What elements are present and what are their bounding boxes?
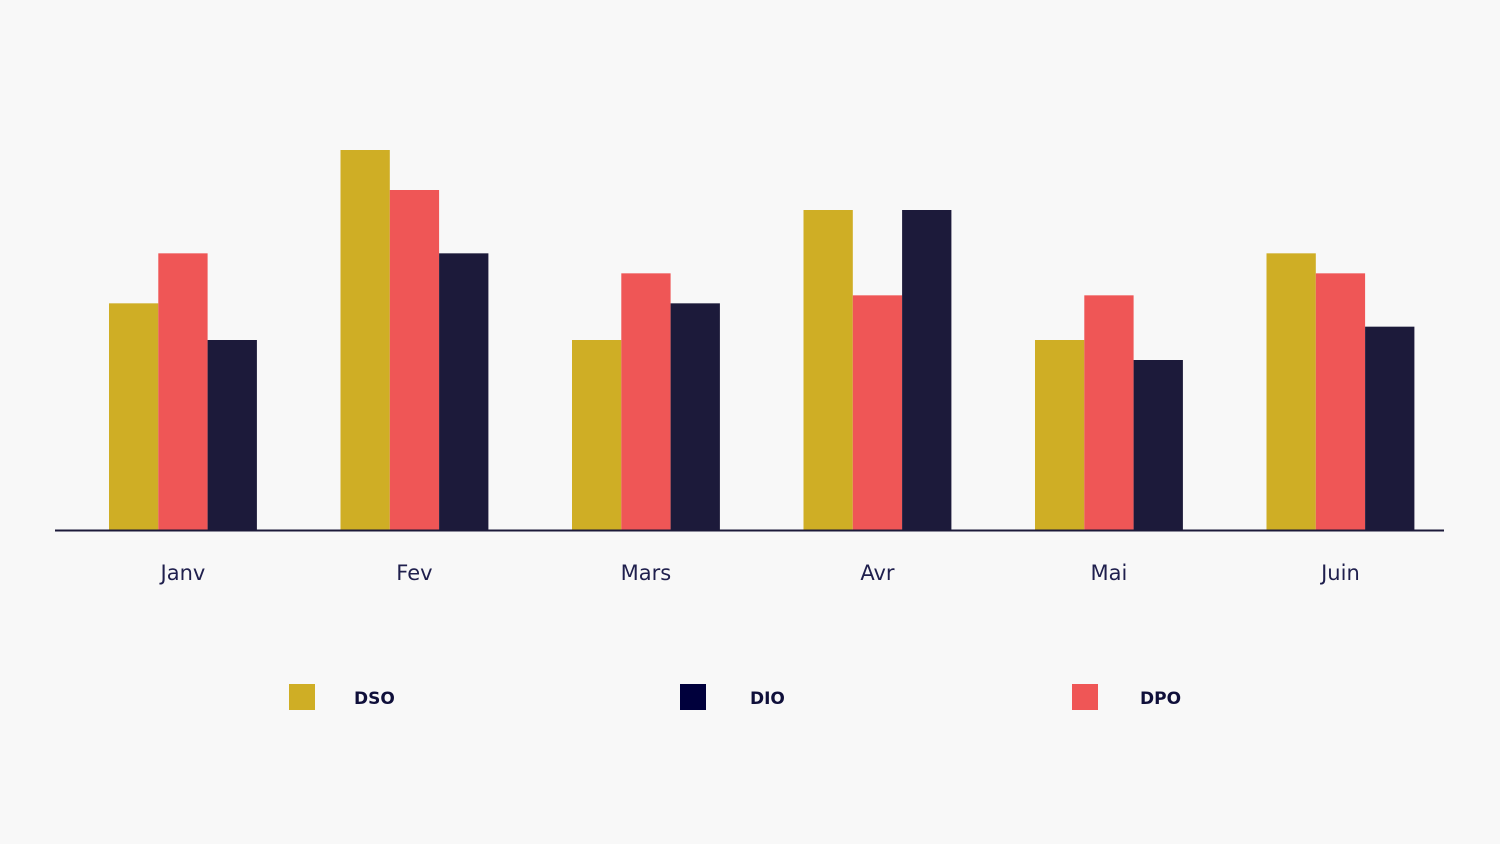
bar-dpo-avr (852, 295, 903, 530)
bar-dio-fev (439, 253, 489, 531)
bar-dso-avr (803, 210, 853, 530)
x-tick-label: Juin (1319, 561, 1360, 585)
bar-dpo-janv (158, 253, 208, 531)
bar-dso-fev (340, 150, 390, 530)
bar-group-juin (1266, 253, 1415, 531)
legend: DSO DIO DPO (289, 684, 1181, 710)
legend-swatch-dpo (1072, 684, 1098, 710)
legend-label-dpo: DPO (1140, 689, 1181, 709)
bar-dpo-juin (1315, 273, 1366, 530)
x-tick-label: Fev (396, 561, 432, 585)
legend-label-dso: DSO (354, 689, 395, 709)
bar-dpo-mai (1084, 295, 1134, 530)
bar-group-mai (1035, 295, 1183, 530)
x-tick-label: Avr (860, 561, 895, 585)
bar-dpo-fev (389, 190, 440, 530)
bar-dio-mai (1133, 360, 1183, 530)
x-tick-label: Mai (1091, 561, 1128, 585)
bar-dso-mai (1035, 340, 1085, 530)
legend-swatch-dso (289, 684, 315, 710)
bar-dio-avr (902, 210, 952, 530)
legend-swatch-dio (680, 684, 706, 710)
legend-label-dio: DIO (750, 689, 785, 709)
bar-dpo-mars (621, 273, 671, 530)
x-tick-label: Mars (621, 561, 672, 585)
bar-dio-janv (207, 340, 257, 530)
bar-group-avr (803, 210, 952, 530)
x-tick-label: Janv (159, 561, 206, 585)
bar-group-mars (572, 273, 720, 530)
bar-dio-mars (670, 303, 720, 530)
bar-dso-mars (572, 340, 622, 530)
bar-dso-janv (109, 303, 159, 530)
bar-group-fev (340, 150, 489, 531)
bar-group-janv (109, 253, 257, 531)
bar-dso-juin (1266, 253, 1316, 531)
bar-dio-juin (1365, 326, 1415, 530)
